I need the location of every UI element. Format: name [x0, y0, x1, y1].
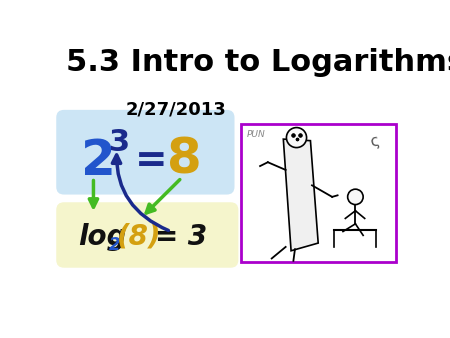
Text: 2: 2 — [81, 138, 116, 186]
Text: 8: 8 — [167, 136, 202, 184]
Text: 2/27/2013: 2/27/2013 — [126, 101, 227, 119]
Text: = 3: = 3 — [155, 223, 207, 251]
Text: 5.3 Intro to Logarithms: 5.3 Intro to Logarithms — [66, 48, 450, 77]
Text: ς: ς — [369, 133, 381, 150]
Circle shape — [287, 127, 306, 148]
Text: log: log — [78, 223, 126, 251]
FancyBboxPatch shape — [241, 124, 396, 262]
FancyBboxPatch shape — [56, 202, 238, 268]
Text: (8): (8) — [117, 223, 161, 251]
Polygon shape — [284, 139, 318, 251]
Text: PUN: PUN — [247, 130, 266, 139]
Text: 3: 3 — [109, 128, 130, 158]
FancyBboxPatch shape — [56, 110, 234, 195]
Text: 2: 2 — [109, 236, 121, 254]
Text: =: = — [135, 142, 167, 180]
Circle shape — [348, 189, 363, 204]
